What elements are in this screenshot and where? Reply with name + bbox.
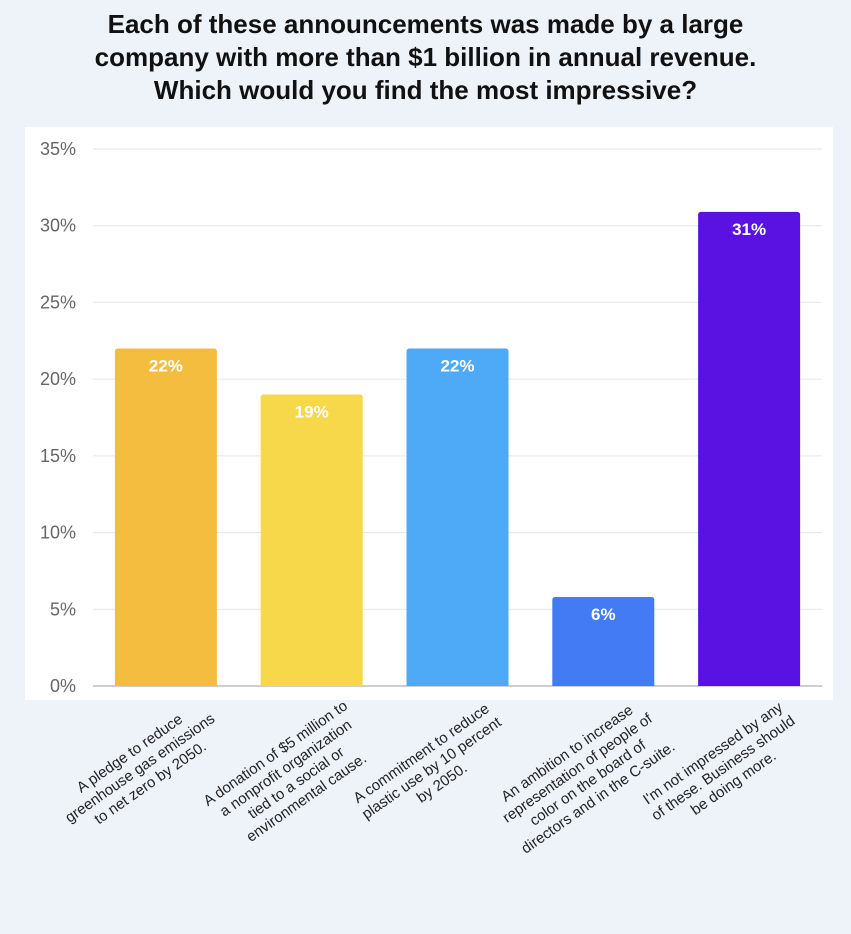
bar-value-label: 22% (440, 356, 474, 375)
y-tick-label: 30% (40, 216, 76, 236)
x-category-label-line: greenhouse gas emissions (62, 710, 218, 826)
y-tick-label: 15% (40, 446, 76, 466)
bar-value-label: 6% (591, 605, 616, 624)
y-tick-label: 10% (40, 523, 76, 543)
chart-title: Each of these announcements was made by … (0, 8, 851, 107)
y-tick-label: 35% (40, 139, 76, 159)
chart-title-line-2: company with more than $1 billion in ann… (94, 42, 757, 72)
x-category-label-line: of these. Business should (648, 712, 798, 824)
bar (260, 394, 363, 686)
x-category-label-line: plastic use by 10 percent (359, 713, 505, 823)
bar-value-label: 31% (732, 220, 766, 239)
bars: 22% 19% 22% 6% 31% (114, 211, 801, 687)
bar-value-label: 22% (149, 356, 183, 375)
y-tick-label: 20% (40, 369, 76, 389)
y-axis-ticks: 0% 5% 10% 15% 20% 25% 30% 35% (40, 139, 76, 696)
y-tick-label: 5% (50, 599, 76, 619)
bar-value-label: 19% (295, 402, 329, 421)
y-tick-label: 25% (40, 292, 76, 312)
bar (552, 597, 655, 686)
bar (698, 211, 801, 687)
chart-title-line-3: Which would you find the most impressive… (153, 75, 698, 105)
chart-title-line-1: Each of these announcements was made by … (107, 9, 744, 39)
y-tick-label: 0% (50, 676, 76, 696)
x-category-label: A donation of $5 million toa nonprofit o… (200, 697, 369, 845)
bar (114, 348, 217, 686)
bar (406, 348, 509, 686)
